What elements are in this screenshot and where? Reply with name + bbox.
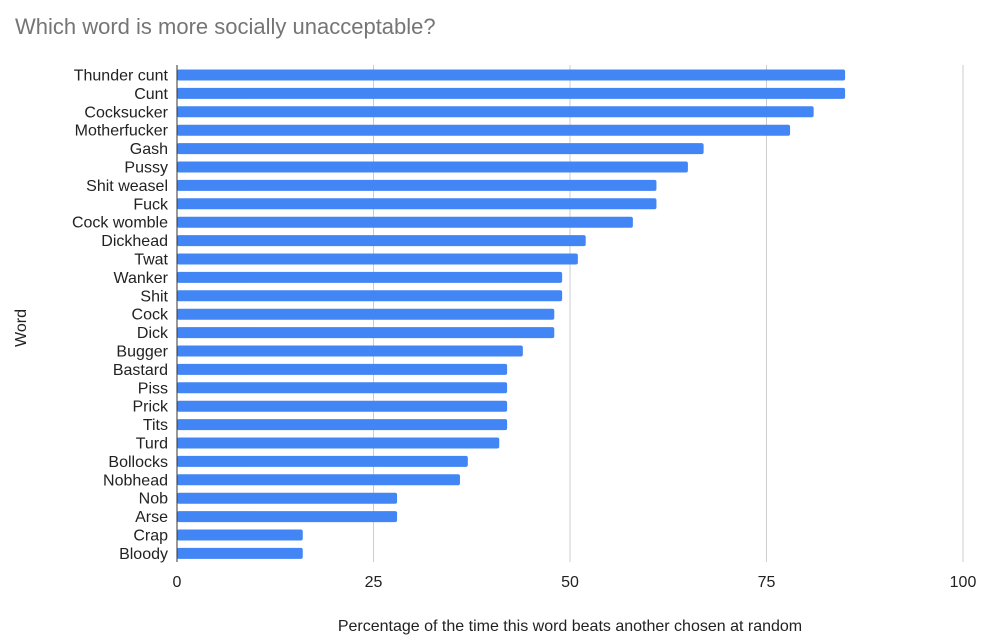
y-tick-label: Bollocks: [108, 454, 168, 471]
bar: [177, 455, 468, 467]
y-tick-label: Piss: [138, 380, 168, 397]
y-tick-label: Bugger: [116, 344, 168, 361]
x-tick-label: 0: [173, 574, 182, 591]
y-tick-label: Gash: [130, 141, 168, 158]
y-tick-label: Cock womble: [72, 215, 168, 232]
y-tick-label: Bastard: [113, 362, 168, 379]
y-tick-label: Tits: [143, 417, 168, 434]
y-tick-label: Motherfucker: [75, 123, 169, 140]
y-tick-label: Thunder cunt: [74, 68, 169, 85]
bar: [177, 419, 508, 431]
bar: [177, 106, 814, 118]
y-tick-label: Arse: [135, 509, 168, 526]
bar: [177, 308, 555, 320]
bar: [177, 69, 846, 81]
y-tick-label: Nobhead: [103, 472, 168, 489]
x-tick-label: 50: [561, 574, 579, 591]
x-tick-label: 75: [758, 574, 776, 591]
x-axis-title: Percentage of the time this word beats a…: [337, 618, 803, 635]
y-tick-label: Twat: [134, 252, 168, 269]
bar: [177, 179, 657, 191]
y-tick-label: Cock: [132, 307, 169, 324]
bar: [177, 216, 633, 228]
y-tick-label: Prick: [132, 399, 169, 416]
y-tick-label: Crap: [133, 528, 168, 545]
bar: [177, 87, 846, 99]
bar: [177, 511, 398, 523]
bar: [177, 547, 303, 559]
y-tick-label: Cunt: [134, 86, 168, 103]
bar: [177, 253, 578, 265]
y-tick-label: Shit: [140, 288, 168, 305]
bar: [177, 492, 398, 504]
bar: [177, 161, 688, 173]
bar: [177, 143, 704, 155]
bar: [177, 290, 563, 302]
bar: [177, 124, 791, 136]
bar: [177, 327, 555, 339]
y-tick-label: Dick: [137, 325, 169, 342]
y-tick-label: Bloody: [119, 546, 168, 563]
y-tick-label: Dickhead: [101, 233, 168, 250]
bar: [177, 474, 460, 486]
y-tick-label: Wanker: [113, 270, 168, 287]
bar: [177, 529, 303, 541]
bar: [177, 382, 508, 394]
y-tick-label: Fuck: [133, 196, 169, 213]
bar: [177, 271, 563, 283]
y-tick-label: Pussy: [124, 160, 168, 177]
bar: [177, 400, 508, 412]
chart-title: Which word is more socially unacceptable…: [15, 14, 436, 39]
y-tick-label: Cocksucker: [84, 104, 168, 121]
y-tick-label: Shit weasel: [86, 178, 168, 195]
y-tick-label: Nob: [139, 491, 168, 508]
bar: [177, 437, 500, 449]
x-tick-label: 25: [365, 574, 383, 591]
bar: [177, 363, 508, 375]
bar: [177, 345, 523, 357]
y-tick-label: Turd: [136, 436, 168, 453]
bar: [177, 235, 586, 247]
bar: [177, 198, 657, 210]
x-tick-label: 100: [950, 574, 977, 591]
